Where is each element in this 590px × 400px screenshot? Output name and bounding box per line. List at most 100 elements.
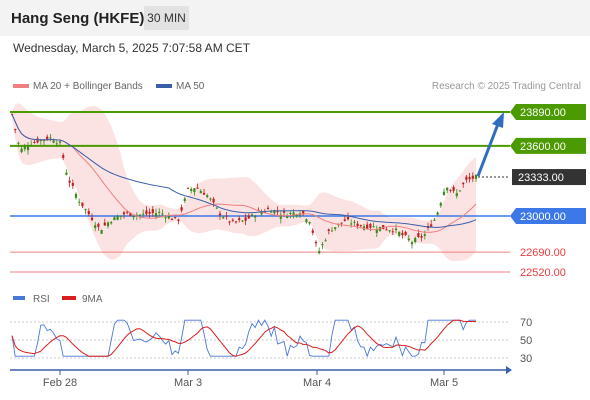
candle-body: [23, 146, 26, 150]
candle-body: [385, 229, 388, 231]
candle-body: [132, 215, 135, 218]
candle-body: [372, 226, 375, 228]
candle-body: [33, 141, 36, 143]
candle-body: [458, 190, 462, 192]
candle-body: [46, 136, 49, 140]
candle-body: [366, 224, 369, 229]
candle-body: [103, 222, 106, 226]
candle-body: [436, 212, 439, 215]
instrument-title: Hang Seng (HKFE): [11, 10, 145, 27]
candle-body: [30, 144, 33, 146]
candle-body: [401, 232, 404, 236]
ma50-line: [11, 114, 477, 228]
candle-body: [158, 211, 161, 213]
candle-body: [126, 211, 129, 213]
candle-body: [410, 242, 414, 245]
candle-body: [270, 211, 273, 213]
candle-body: [343, 219, 346, 222]
candle-body: [308, 222, 311, 224]
candle-body: [186, 187, 190, 189]
rsi-tick-label: 50: [520, 335, 532, 347]
candle-body: [97, 223, 100, 227]
rsi-line: [11, 319, 476, 358]
candle-body: [209, 198, 212, 200]
candle-body: [215, 207, 218, 209]
candle-body: [78, 201, 81, 203]
candle-body: [148, 212, 151, 214]
ma50-legend-swatch: [156, 84, 172, 88]
candle-body: [234, 221, 238, 223]
candle-body: [359, 225, 362, 227]
candle-body: [222, 217, 225, 219]
candle-body: [286, 216, 289, 219]
candle-body: [84, 209, 87, 211]
candle-body: [20, 148, 23, 153]
candle-body: [122, 212, 126, 215]
rsi-legend-swatch: [13, 296, 25, 300]
candle-body: [250, 214, 254, 216]
x-tick-label: Mar 5: [430, 377, 458, 389]
rsi-tick-label: 30: [520, 353, 532, 365]
chart-datetime: Wednesday, March 5, 2025 7:07:58 AM CET: [13, 41, 251, 55]
candle-body: [279, 214, 282, 219]
candle-body: [462, 182, 465, 185]
candle-body: [398, 231, 401, 236]
candle-body: [145, 210, 148, 215]
candle-body: [110, 222, 113, 224]
candle-body: [193, 188, 196, 193]
candle-body: [273, 210, 276, 214]
support-label: 22690.00: [520, 247, 566, 259]
candle-body: [260, 211, 263, 215]
candle-body: [420, 236, 423, 238]
candle-body: [52, 140, 55, 143]
candle-body: [129, 212, 132, 217]
candle-body: [388, 230, 391, 232]
candle-body: [471, 175, 474, 179]
candle-body: [164, 217, 167, 219]
pivot-tag: [510, 207, 586, 224]
candle-body: [334, 227, 337, 229]
resistance-label: 23890.00: [520, 107, 566, 119]
candle-body: [151, 209, 154, 214]
candle-body: [465, 176, 468, 180]
candle-body: [417, 233, 420, 237]
candle-body: [42, 139, 46, 142]
candle-body: [446, 187, 449, 191]
credit-text: Research © 2025 Trading Central: [432, 81, 581, 92]
current-price-label: 23333.00: [518, 172, 564, 184]
candle-body: [212, 198, 215, 203]
candle-body: [142, 213, 145, 215]
x-axis-arrow: [506, 366, 512, 374]
candle-body: [183, 198, 186, 202]
candle-body: [138, 214, 142, 216]
candle-body: [311, 230, 314, 233]
projection-arrow-head: [492, 112, 504, 128]
rsi-9ma-legend-label: 9MA: [82, 294, 103, 305]
candle-body: [81, 202, 84, 207]
candle-body: [295, 214, 298, 217]
candle-body: [167, 215, 170, 219]
candle-body: [292, 212, 295, 216]
timeframe-button[interactable]: 30 MIN: [144, 6, 189, 30]
candle-body: [225, 215, 228, 217]
candle-body: [455, 193, 458, 197]
candle-body: [26, 146, 30, 151]
x-tick-label: Mar 4: [303, 377, 331, 389]
projection-arrow-shaft: [476, 123, 500, 177]
candle-body: [14, 129, 17, 131]
candle-body: [87, 211, 90, 215]
candle-body: [106, 222, 110, 227]
candle-body: [39, 139, 42, 142]
candle-body: [356, 223, 359, 227]
resistance-label: 23600.00: [520, 141, 566, 153]
candle-body: [375, 228, 378, 233]
candle-body: [350, 223, 353, 225]
candle-body: [305, 219, 308, 223]
candle-body: [244, 217, 247, 221]
candle-body: [161, 213, 164, 215]
candle-body: [36, 138, 39, 143]
resistance-tag: [510, 137, 586, 154]
rsi-9ma-line: [11, 319, 476, 357]
current-price-tag: [512, 169, 586, 186]
chart-header: Hang Seng (HKFE) 30 MIN: [0, 0, 590, 36]
